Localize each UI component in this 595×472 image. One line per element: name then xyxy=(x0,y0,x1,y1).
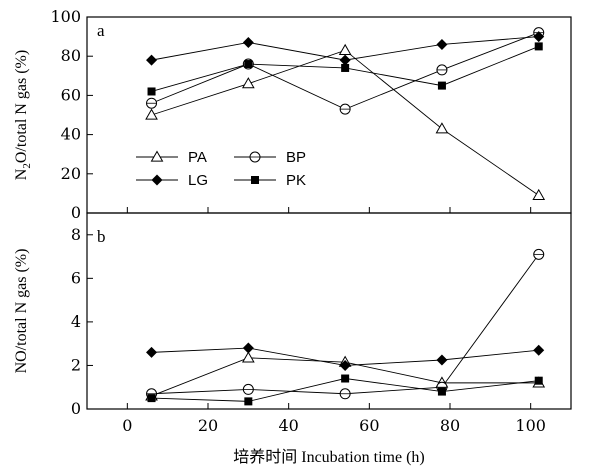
panel-a-letter: a xyxy=(97,21,105,40)
y-tick-label: 80 xyxy=(61,46,81,65)
point-pk xyxy=(534,42,543,51)
y-tick-label: 0 xyxy=(71,399,81,418)
x-tick-label: 40 xyxy=(278,416,298,435)
point-lg xyxy=(242,36,254,48)
point-pk xyxy=(147,394,156,403)
point-pk xyxy=(341,63,350,72)
point-pk xyxy=(437,81,446,90)
point-lg xyxy=(436,38,448,50)
point-pk xyxy=(244,60,253,69)
panel-b-ylabel: NO/total N gas (%) xyxy=(13,249,30,374)
point-pa xyxy=(241,351,255,363)
y-tick-label: 8 xyxy=(71,225,81,244)
point-lg xyxy=(339,359,351,371)
legend: PA BP LG PK xyxy=(136,149,306,189)
point-pa xyxy=(435,122,449,134)
series-line-pa xyxy=(151,49,539,196)
point-bp xyxy=(436,64,448,76)
x-tick-label: 0 xyxy=(122,416,132,435)
point-lg xyxy=(533,344,545,356)
x-tick-label: 100 xyxy=(515,416,546,435)
point-bp xyxy=(339,103,351,115)
point-lg xyxy=(436,354,448,366)
point-lg xyxy=(242,342,254,354)
y-tick-label: 100 xyxy=(50,7,81,26)
point-lg xyxy=(533,31,545,43)
y-tick-label: 2 xyxy=(71,355,81,374)
legend-marker xyxy=(150,150,164,162)
point-pk xyxy=(244,397,253,406)
point-pa xyxy=(532,188,546,200)
legend-label: PA xyxy=(188,149,207,166)
panel-b-frame xyxy=(86,212,572,410)
point-pa xyxy=(338,43,352,55)
y-tick-label: 6 xyxy=(71,268,81,287)
point-bp xyxy=(146,97,158,109)
legend-label: PK xyxy=(286,172,306,189)
panel-a-series xyxy=(145,27,546,200)
legend-item-bp: BP xyxy=(234,149,306,166)
y-tick-label: 60 xyxy=(61,85,81,104)
point-lg xyxy=(146,346,158,358)
legend-label: LG xyxy=(188,172,208,189)
panel-b-series xyxy=(145,248,546,406)
legend-label: BP xyxy=(286,149,306,166)
panel-a-frame xyxy=(86,16,572,214)
legend-marker xyxy=(249,151,261,163)
y-tick-label: 40 xyxy=(61,125,81,144)
point-bp xyxy=(533,248,545,260)
panel-a-ticks: 0 20 40 60 80 100 xyxy=(50,7,532,222)
point-lg xyxy=(146,54,158,66)
legend-marker xyxy=(251,176,259,184)
point-pk xyxy=(341,374,350,383)
ylabel-a-subscript: 2 xyxy=(21,163,33,169)
x-tick-label: 20 xyxy=(198,416,218,435)
x-tick-label: 80 xyxy=(440,416,460,435)
x-axis-title: 培养时间 Incubation time (h) xyxy=(233,448,425,466)
point-lg xyxy=(339,54,351,66)
legend-item-pa: PA xyxy=(136,149,207,166)
y-tick-label: 4 xyxy=(71,312,81,331)
y-tick-label: 0 xyxy=(71,203,81,222)
point-pk xyxy=(534,376,543,385)
ylabel-a-part1: N xyxy=(13,168,30,180)
point-pa xyxy=(241,77,255,89)
y-tick-label: 20 xyxy=(61,164,81,183)
legend-marker xyxy=(151,174,163,186)
ylabel-a-part2: O/total N gas (%) xyxy=(13,50,30,163)
point-pk xyxy=(147,87,156,96)
x-tick-label: 60 xyxy=(359,416,379,435)
panel-a-ylabel: N2O/total N gas (%) xyxy=(13,50,33,180)
legend-item-lg: LG xyxy=(136,172,208,189)
point-bp xyxy=(339,388,351,400)
point-pk xyxy=(437,387,446,396)
legend-item-pk: PK xyxy=(234,172,306,189)
point-pa xyxy=(145,108,158,120)
panel-b-letter: b xyxy=(97,227,106,246)
point-bp xyxy=(242,383,254,395)
